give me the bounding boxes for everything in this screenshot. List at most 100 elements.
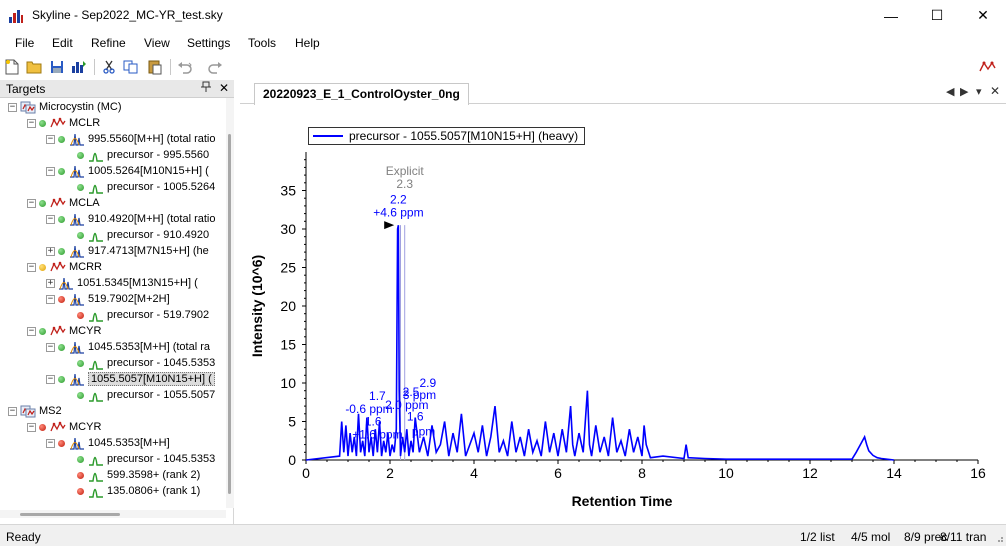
menu-view[interactable]: View: [144, 36, 170, 50]
tab-menu-icon[interactable]: ▾: [976, 86, 982, 98]
toolbar: [0, 55, 1006, 79]
status-green-dot-icon: [58, 135, 65, 143]
tree-node[interactable]: − MCYR: [27, 323, 101, 339]
tree-node[interactable]: 135.0806+ (rank 1): [65, 483, 200, 499]
collapse-icon[interactable]: −: [27, 197, 36, 208]
save-button[interactable]: [48, 58, 66, 76]
collapse-icon[interactable]: −: [27, 117, 36, 128]
transition-icon: [88, 468, 104, 482]
menu-tools[interactable]: Tools: [248, 36, 277, 50]
peptide-icon: [50, 324, 66, 338]
tree-node[interactable]: − 1055.5057[M10N15+H] (: [46, 371, 215, 387]
y-tick-label: 0: [288, 452, 296, 468]
collapse-icon[interactable]: −: [8, 101, 17, 112]
minimize-button[interactable]: —: [868, 0, 914, 31]
menu-edit[interactable]: Edit: [52, 36, 73, 50]
peak-icon: [69, 436, 85, 450]
tree-node[interactable]: − 519.7902[M+2H]: [46, 291, 170, 307]
tree-node[interactable]: − 1045.5353[M+H]: [46, 435, 170, 451]
collapse-icon[interactable]: −: [46, 293, 55, 304]
expand-icon[interactable]: +: [46, 245, 55, 256]
expand-icon[interactable]: +: [46, 277, 55, 288]
tree-node[interactable]: − 910.4920[M+H] (total ratio: [46, 211, 216, 227]
tab-prev-icon[interactable]: ◀: [946, 86, 955, 98]
collapse-icon[interactable]: −: [46, 213, 55, 224]
copy-button[interactable]: [122, 58, 140, 76]
tree-node[interactable]: precursor - 1055.5057: [65, 387, 215, 403]
targets-close-icon[interactable]: ✕: [219, 81, 230, 95]
status-green-dot-icon: [77, 231, 84, 239]
tree-node[interactable]: − MCRR: [27, 259, 102, 275]
tree-node[interactable]: precursor - 1045.5353: [65, 451, 215, 467]
status-red-dot-icon: [77, 471, 84, 479]
menu-help[interactable]: Help: [295, 36, 320, 50]
pin-icon[interactable]: [201, 81, 211, 96]
window-title: Skyline - Sep2022_MC-YR_test.sky: [32, 8, 223, 22]
new-button[interactable]: [3, 58, 21, 76]
tree-node[interactable]: precursor - 1045.5353: [65, 355, 215, 371]
targets-horizontal-scrollbar[interactable]: [0, 510, 226, 518]
close-button[interactable]: ✕: [960, 0, 1006, 31]
cut-button[interactable]: [100, 58, 118, 76]
tree-node-label: 599.3598+ (rank 2): [107, 469, 201, 481]
scrollbar-thumb[interactable]: [228, 134, 231, 494]
collapse-icon[interactable]: −: [8, 405, 17, 416]
collapse-icon[interactable]: −: [27, 325, 36, 336]
import-results-button[interactable]: [70, 58, 88, 76]
group-icon: [20, 100, 36, 114]
tree-node[interactable]: − 995.5560[M+H] (total ratio: [46, 131, 216, 147]
tree-node[interactable]: − 1005.5264[M10N15+H] (: [46, 163, 209, 179]
peptide-settings-button[interactable]: [978, 58, 996, 76]
tree-node[interactable]: − 1045.5353[M+H] (total ra: [46, 339, 210, 355]
tree-node[interactable]: − Microcystin (MC): [8, 99, 122, 115]
peptide-icon: [50, 196, 66, 210]
open-button[interactable]: [25, 58, 43, 76]
collapse-icon[interactable]: −: [46, 341, 55, 352]
tree-node[interactable]: − MCLA: [27, 195, 100, 211]
tree-node[interactable]: − MCYR: [27, 419, 101, 435]
collapse-icon[interactable]: −: [46, 373, 55, 384]
undo-button[interactable]: [176, 58, 194, 76]
scrollbar-thumb[interactable]: [20, 513, 120, 516]
maximize-button[interactable]: ☐: [914, 0, 960, 31]
tree-node[interactable]: 599.3598+ (rank 2): [65, 467, 200, 483]
collapse-icon[interactable]: −: [27, 261, 36, 272]
collapse-icon[interactable]: −: [46, 437, 55, 448]
menu-file[interactable]: File: [15, 36, 35, 50]
targets-tree[interactable]: − Microcystin (MC) − MCLR −995.5560[M+H] (to…: [0, 98, 226, 508]
menu-refine[interactable]: Refine: [91, 36, 126, 50]
paste-button[interactable]: [146, 58, 164, 76]
peak-annotation: +1.6 ppm: [352, 427, 402, 441]
y-tick-label: 10: [280, 375, 296, 391]
chart-legend[interactable]: precursor - 1055.5057[M10N15+H] (heavy): [308, 127, 586, 145]
tree-node[interactable]: precursor - 910.4920: [65, 227, 209, 243]
tree-node[interactable]: precursor - 995.5560: [65, 147, 209, 163]
collapse-icon[interactable]: −: [27, 421, 36, 432]
tree-node[interactable]: − MCLR: [27, 115, 100, 131]
redo-icon: [208, 62, 222, 74]
tree-node[interactable]: +1051.5345[M13N15+H] (: [46, 275, 198, 291]
tree-node[interactable]: precursor - 519.7902: [65, 307, 209, 323]
tree-node-label: 1005.5264[M10N15+H] (: [88, 165, 209, 177]
status-molecule-count: 4/5 mol: [851, 530, 891, 544]
tree-node[interactable]: − MS2: [8, 403, 62, 419]
targets-vertical-scrollbar[interactable]: [226, 98, 234, 508]
resize-grip-icon[interactable]: [994, 533, 1004, 543]
collapse-icon[interactable]: −: [46, 133, 55, 144]
tree-node-label: MS2: [39, 405, 62, 417]
y-tick-label: 15: [280, 337, 296, 353]
redo-button[interactable]: [206, 58, 224, 76]
peak-marker-icon: [384, 221, 395, 230]
menu-settings[interactable]: Settings: [187, 36, 231, 50]
tree-node-label: MCYR: [69, 325, 102, 337]
tree-node[interactable]: precursor - 1005.5264: [65, 179, 215, 195]
collapse-icon[interactable]: −: [46, 165, 55, 176]
tab-close-icon[interactable]: ✕: [990, 84, 1001, 98]
legend-swatch: [313, 135, 343, 137]
peak-annotation: 1.6: [365, 414, 382, 428]
chromatogram-chart[interactable]: 0 2 4 6 8 10 12 14 16 0 5 10 15 20 25 30 35 Retention Tim…: [240, 80, 1006, 524]
tab-next-icon[interactable]: ▶: [960, 86, 969, 98]
tree-node[interactable]: +917.4713[M7N15+H] (he: [46, 243, 209, 259]
tab-chromatogram[interactable]: 20220923_E_1_ControlOyster_0ng: [254, 83, 469, 105]
tree-node-label: MCLR: [69, 117, 101, 129]
